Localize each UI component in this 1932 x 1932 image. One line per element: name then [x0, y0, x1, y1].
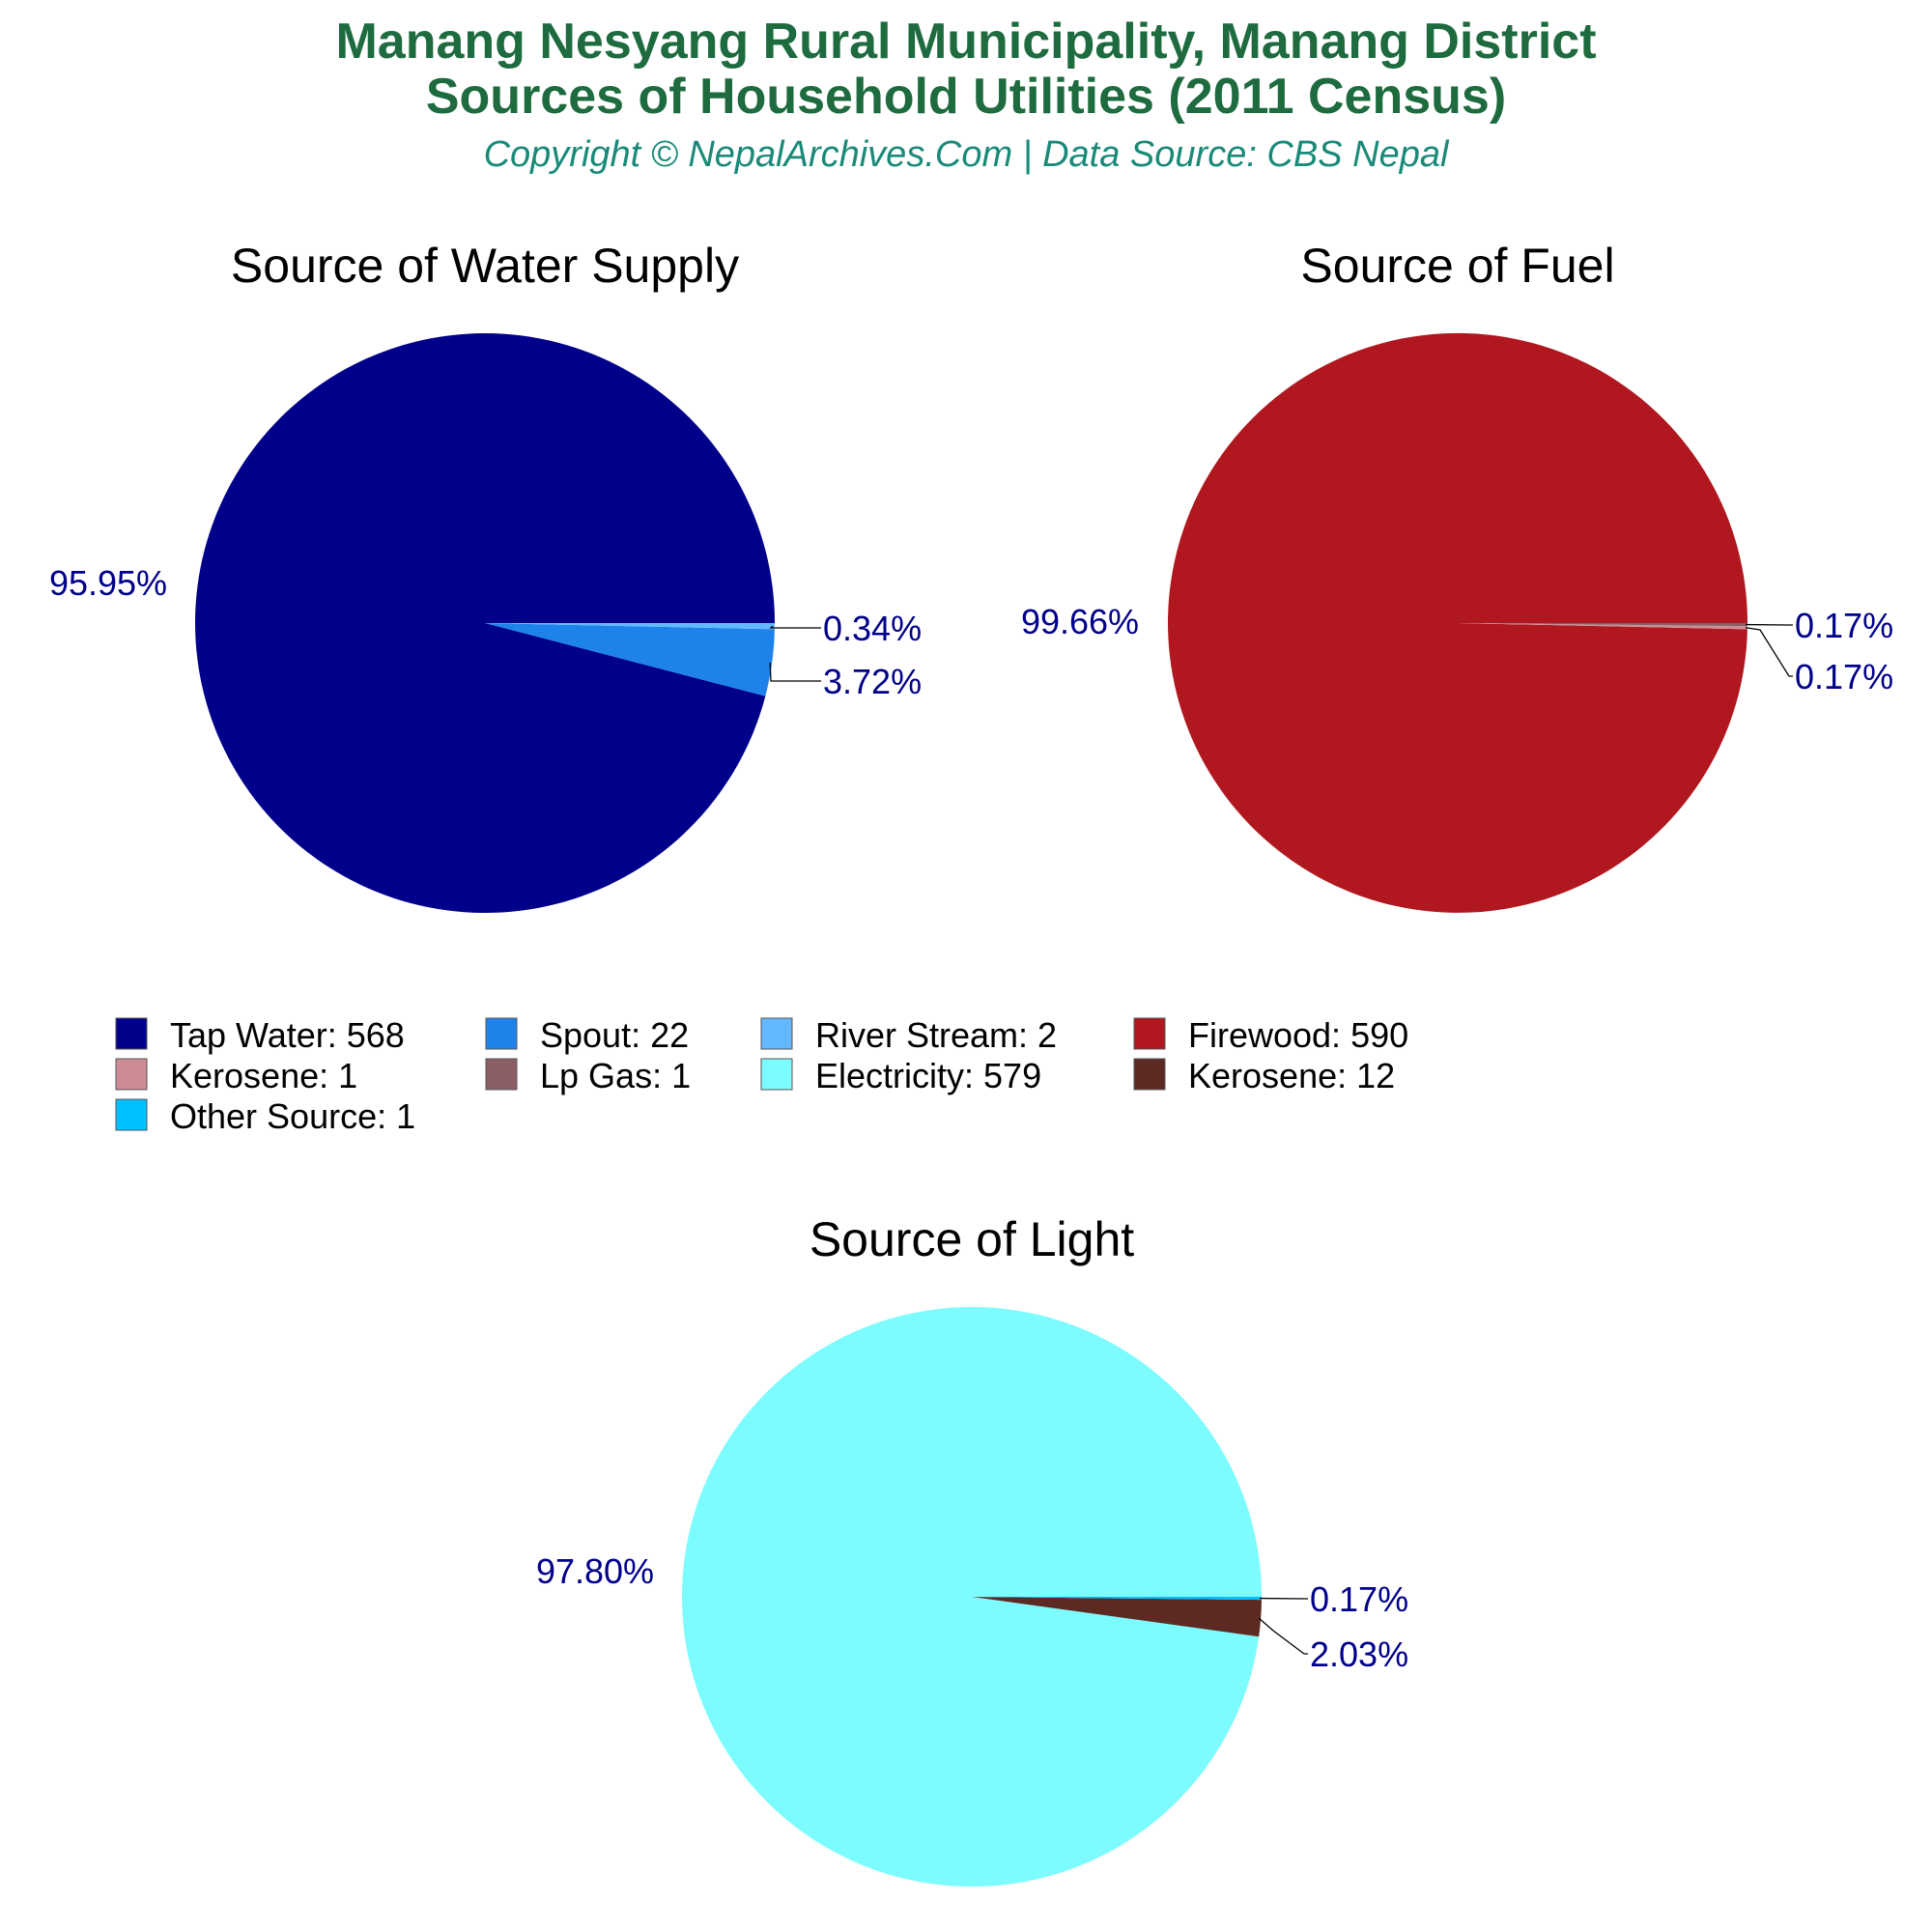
legend-swatch-electricity-579 — [760, 1058, 793, 1091]
legend-label-electricity-579: Electricity: 579 — [815, 1056, 1041, 1095]
water-supply-pie-chart: Source of Water Supply 95.95% 3.72% 0.34% — [49, 239, 922, 913]
legend-label-other-source-1: Other Source: 1 — [170, 1096, 415, 1136]
fuel-slice-lp-gas — [1458, 623, 1747, 627]
legend-label-firewood-590: Firewood: 590 — [1188, 1015, 1408, 1055]
fuel-percent-label-firewood: 99.66% — [1021, 602, 1139, 641]
legend-swatch-river-stream-2 — [760, 1017, 793, 1050]
legend-swatch-kerosene-1 — [115, 1058, 148, 1091]
water-percent-label-river-stream: 0.34% — [823, 609, 922, 648]
water-percent-label-spout: 3.72% — [823, 662, 922, 701]
legend-label-lp-gas-1: Lp Gas: 1 — [540, 1056, 691, 1095]
water-slice-tap-water — [195, 332, 776, 913]
legend-label-river-stream-2: River Stream: 2 — [815, 1015, 1057, 1055]
legend-label-kerosene-1: Kerosene: 1 — [170, 1056, 357, 1095]
water-leader-line-spout — [769, 662, 821, 682]
water-leader-line-river-stream — [769, 625, 821, 629]
legend-label-spout-22: Spout: 22 — [540, 1015, 689, 1055]
fuel-chart-title: Source of Fuel — [1300, 239, 1614, 293]
legend-label-kerosene-12: Kerosene: 12 — [1188, 1056, 1395, 1095]
light-slice-other-source — [972, 1597, 1262, 1601]
fuel-percent-label-kerosene: 0.17% — [1795, 657, 1893, 696]
light-leader-line-kerosene — [1258, 1617, 1308, 1655]
water-supply-chart-title: Source of Water Supply — [231, 239, 739, 293]
legend-swatch-spout-22 — [485, 1017, 518, 1050]
figure-title-line1: Manang Nesyang Rural Municipality, Manan… — [335, 14, 1596, 70]
legend-swatch-other-source-1 — [115, 1098, 148, 1131]
figure-subtitle: Copyright © NepalArchives.Com | Data Sou… — [484, 134, 1450, 175]
water-slice-river-stream — [485, 623, 775, 630]
light-chart-title: Source of Light — [810, 1212, 1134, 1266]
light-slice-electricity — [681, 1307, 1262, 1888]
figure-title-line2: Sources of Household Utilities (2011 Cen… — [426, 69, 1506, 125]
fuel-pie-chart: Source of Fuel 99.66% 0.17% 0.17% — [1021, 239, 1893, 913]
legend-label-tap-water-568: Tap Water: 568 — [170, 1015, 405, 1055]
water-slice-spout — [485, 623, 775, 696]
light-pie-chart: Source of Light 97.80% 2.03% 0.17% — [536, 1212, 1408, 1888]
light-percent-label-electricity: 97.80% — [536, 1551, 654, 1591]
water-percent-label-tap-water: 95.95% — [49, 563, 167, 603]
light-slice-kerosene — [972, 1597, 1262, 1637]
fuel-slice-firewood — [1168, 332, 1747, 913]
light-percent-label-other-source: 0.17% — [1310, 1579, 1408, 1619]
light-percent-label-kerosene: 2.03% — [1310, 1634, 1408, 1674]
fuel-slice-kerosene — [1458, 623, 1747, 630]
fuel-percent-label-lp-gas: 0.17% — [1795, 606, 1893, 645]
fuel-leader-line-kerosene — [1745, 627, 1793, 677]
legend: Tap Water: 568 Spout: 22 River Stream: 2 Fi… — [115, 1015, 1408, 1136]
legend-swatch-kerosene-12 — [1133, 1058, 1166, 1091]
legend-swatch-tap-water-568 — [115, 1017, 148, 1050]
legend-swatch-firewood-590 — [1133, 1017, 1166, 1050]
legend-swatch-lp-gas-1 — [485, 1058, 518, 1091]
